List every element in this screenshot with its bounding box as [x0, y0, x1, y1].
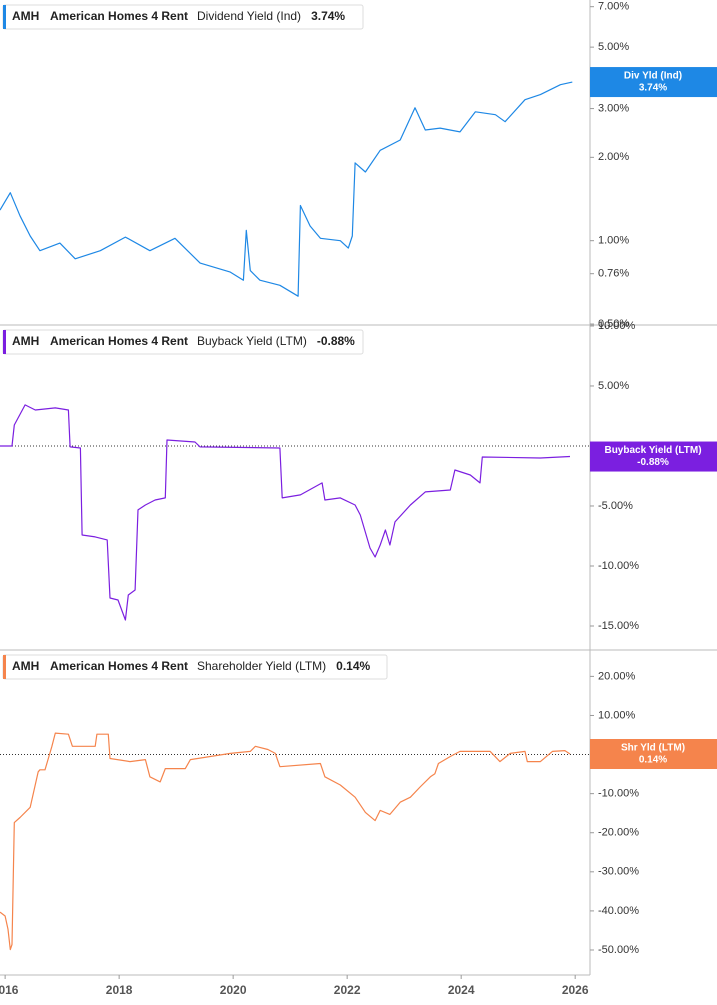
- company: American Homes 4 Rent: [50, 334, 188, 348]
- value-badge: [590, 739, 717, 770]
- y-tick-label: -10.00%: [598, 788, 639, 800]
- y-tick-label: -50.00%: [598, 944, 639, 956]
- metric: Dividend Yield (Ind): [197, 9, 301, 23]
- badge-value: -0.88%: [637, 457, 669, 468]
- badge-value: 3.74%: [639, 83, 667, 94]
- last-value: -0.88%: [317, 334, 355, 348]
- last-value: 3.74%: [311, 9, 345, 23]
- y-tick-label: 20.00%: [598, 670, 636, 682]
- series-line: [0, 81, 573, 297]
- value-badge: [590, 441, 717, 472]
- x-tick-label: 2020: [220, 983, 247, 997]
- header-accent: [3, 330, 6, 354]
- y-tick-label: -10.00%: [598, 560, 639, 572]
- y-tick-label: 10.00%: [598, 320, 636, 332]
- badge-label: Buyback Yield (LTM): [604, 445, 701, 456]
- metric: Shareholder Yield (LTM): [197, 659, 326, 673]
- y-tick-label: -30.00%: [598, 866, 639, 878]
- header-accent: [3, 5, 6, 29]
- y-tick-label: 1.00%: [598, 235, 629, 247]
- series-line: [0, 404, 571, 621]
- y-tick-label: -15.00%: [598, 620, 639, 632]
- series-line: [0, 732, 571, 951]
- y-tick-label: 5.00%: [598, 380, 629, 392]
- badge-label: Shr Yld (LTM): [621, 743, 685, 754]
- y-tick-label: 7.00%: [598, 1, 629, 13]
- ticker: AMH: [12, 659, 39, 673]
- last-value: 0.14%: [336, 659, 370, 673]
- header-accent: [3, 655, 6, 679]
- ticker: AMH: [12, 9, 39, 23]
- x-tick-label: 2018: [106, 983, 133, 997]
- y-tick-label: 0.76%: [598, 268, 629, 280]
- company: American Homes 4 Rent: [50, 9, 188, 23]
- y-tick-label: 3.00%: [598, 102, 629, 114]
- x-tick-label: 2022: [334, 983, 361, 997]
- x-tick-label: 2024: [448, 983, 475, 997]
- y-tick-label: 0.50%: [598, 318, 629, 330]
- y-tick-label: -40.00%: [598, 905, 639, 917]
- y-tick-label: 5.00%: [598, 41, 629, 53]
- y-tick-label: -20.00%: [598, 827, 639, 839]
- y-tick-label: -5.00%: [598, 500, 633, 512]
- company: American Homes 4 Rent: [50, 659, 188, 673]
- value-badge: [590, 67, 717, 98]
- metric: Buyback Yield (LTM): [197, 334, 307, 348]
- badge-label: Div Yld (Ind): [624, 71, 682, 82]
- x-tick-label: 2026: [562, 983, 589, 997]
- x-tick-label: 2016: [0, 983, 19, 997]
- y-tick-label: 2.00%: [598, 151, 629, 163]
- ticker: AMH: [12, 334, 39, 348]
- badge-value: 0.14%: [639, 755, 667, 766]
- y-tick-label: 10.00%: [598, 709, 636, 721]
